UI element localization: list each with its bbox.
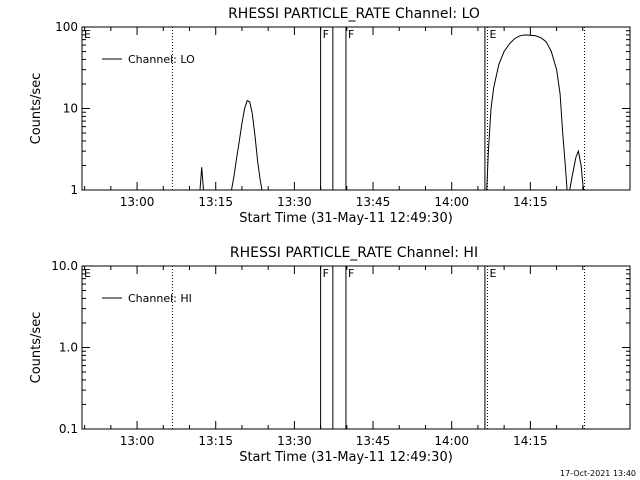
chart-title: RHESSI PARTICLE_RATE Channel: LO: [228, 6, 480, 22]
y-tick-label: 10: [63, 102, 78, 116]
annotation-label: F: [323, 28, 329, 41]
annotation-label: F: [323, 267, 329, 280]
series-line: [199, 99, 263, 191]
y-axis-label: Counts/sec: [29, 73, 44, 145]
annotation-label: E: [84, 267, 91, 280]
annotation-label: E: [84, 28, 91, 41]
x-tick-label: 14:15: [513, 434, 548, 448]
annotation-label: E: [490, 267, 497, 280]
x-tick-label: 13:15: [198, 434, 233, 448]
legend-label: Channel: LO: [128, 53, 195, 66]
x-tick-label: 14:00: [434, 434, 469, 448]
y-axis-label: Counts/sec: [29, 312, 44, 384]
y-tick-label: 100: [55, 20, 78, 34]
x-tick-label: 13:45: [356, 195, 391, 209]
x-tick-label: 13:30: [277, 195, 312, 209]
chart-panel-1: RHESSI PARTICLE_RATE Channel: LO Counts/s…: [29, 6, 631, 226]
x-tick-label: 13:45: [356, 434, 391, 448]
x-tick-label: 13:00: [120, 434, 155, 448]
plot-frame: [81, 265, 631, 430]
footer-timestamp: 17-Oct-2021 13:40: [560, 469, 636, 478]
legend-label: Channel: HI: [128, 292, 192, 305]
x-axis-label: Start Time (31-May-11 12:49:30): [239, 211, 453, 226]
x-tick-label: 13:00: [120, 195, 155, 209]
x-tick-label: 13:30: [277, 434, 312, 448]
x-tick-label: 13:15: [198, 195, 233, 209]
series-line: [486, 34, 568, 191]
y-tick-label: 1.0: [59, 341, 78, 355]
annotation-label: E: [490, 28, 497, 41]
annotation-label: F: [348, 28, 354, 41]
x-tick-label: 14:15: [513, 195, 548, 209]
chart-panel-2: RHESSI PARTICLE_RATE Channel: HI Counts/s…: [29, 245, 631, 465]
x-axis-label: Start Time (31-May-11 12:49:30): [239, 450, 453, 465]
series-line: [569, 149, 585, 191]
y-tick-label: 0.1: [59, 422, 78, 436]
plot-frame: [81, 26, 631, 191]
y-tick-label: 1: [70, 183, 78, 197]
x-tick-label: 14:00: [434, 195, 469, 209]
annotation-label: F: [348, 267, 354, 280]
y-tick-label: 10.0: [51, 259, 78, 273]
chart-title: RHESSI PARTICLE_RATE Channel: HI: [230, 245, 478, 261]
